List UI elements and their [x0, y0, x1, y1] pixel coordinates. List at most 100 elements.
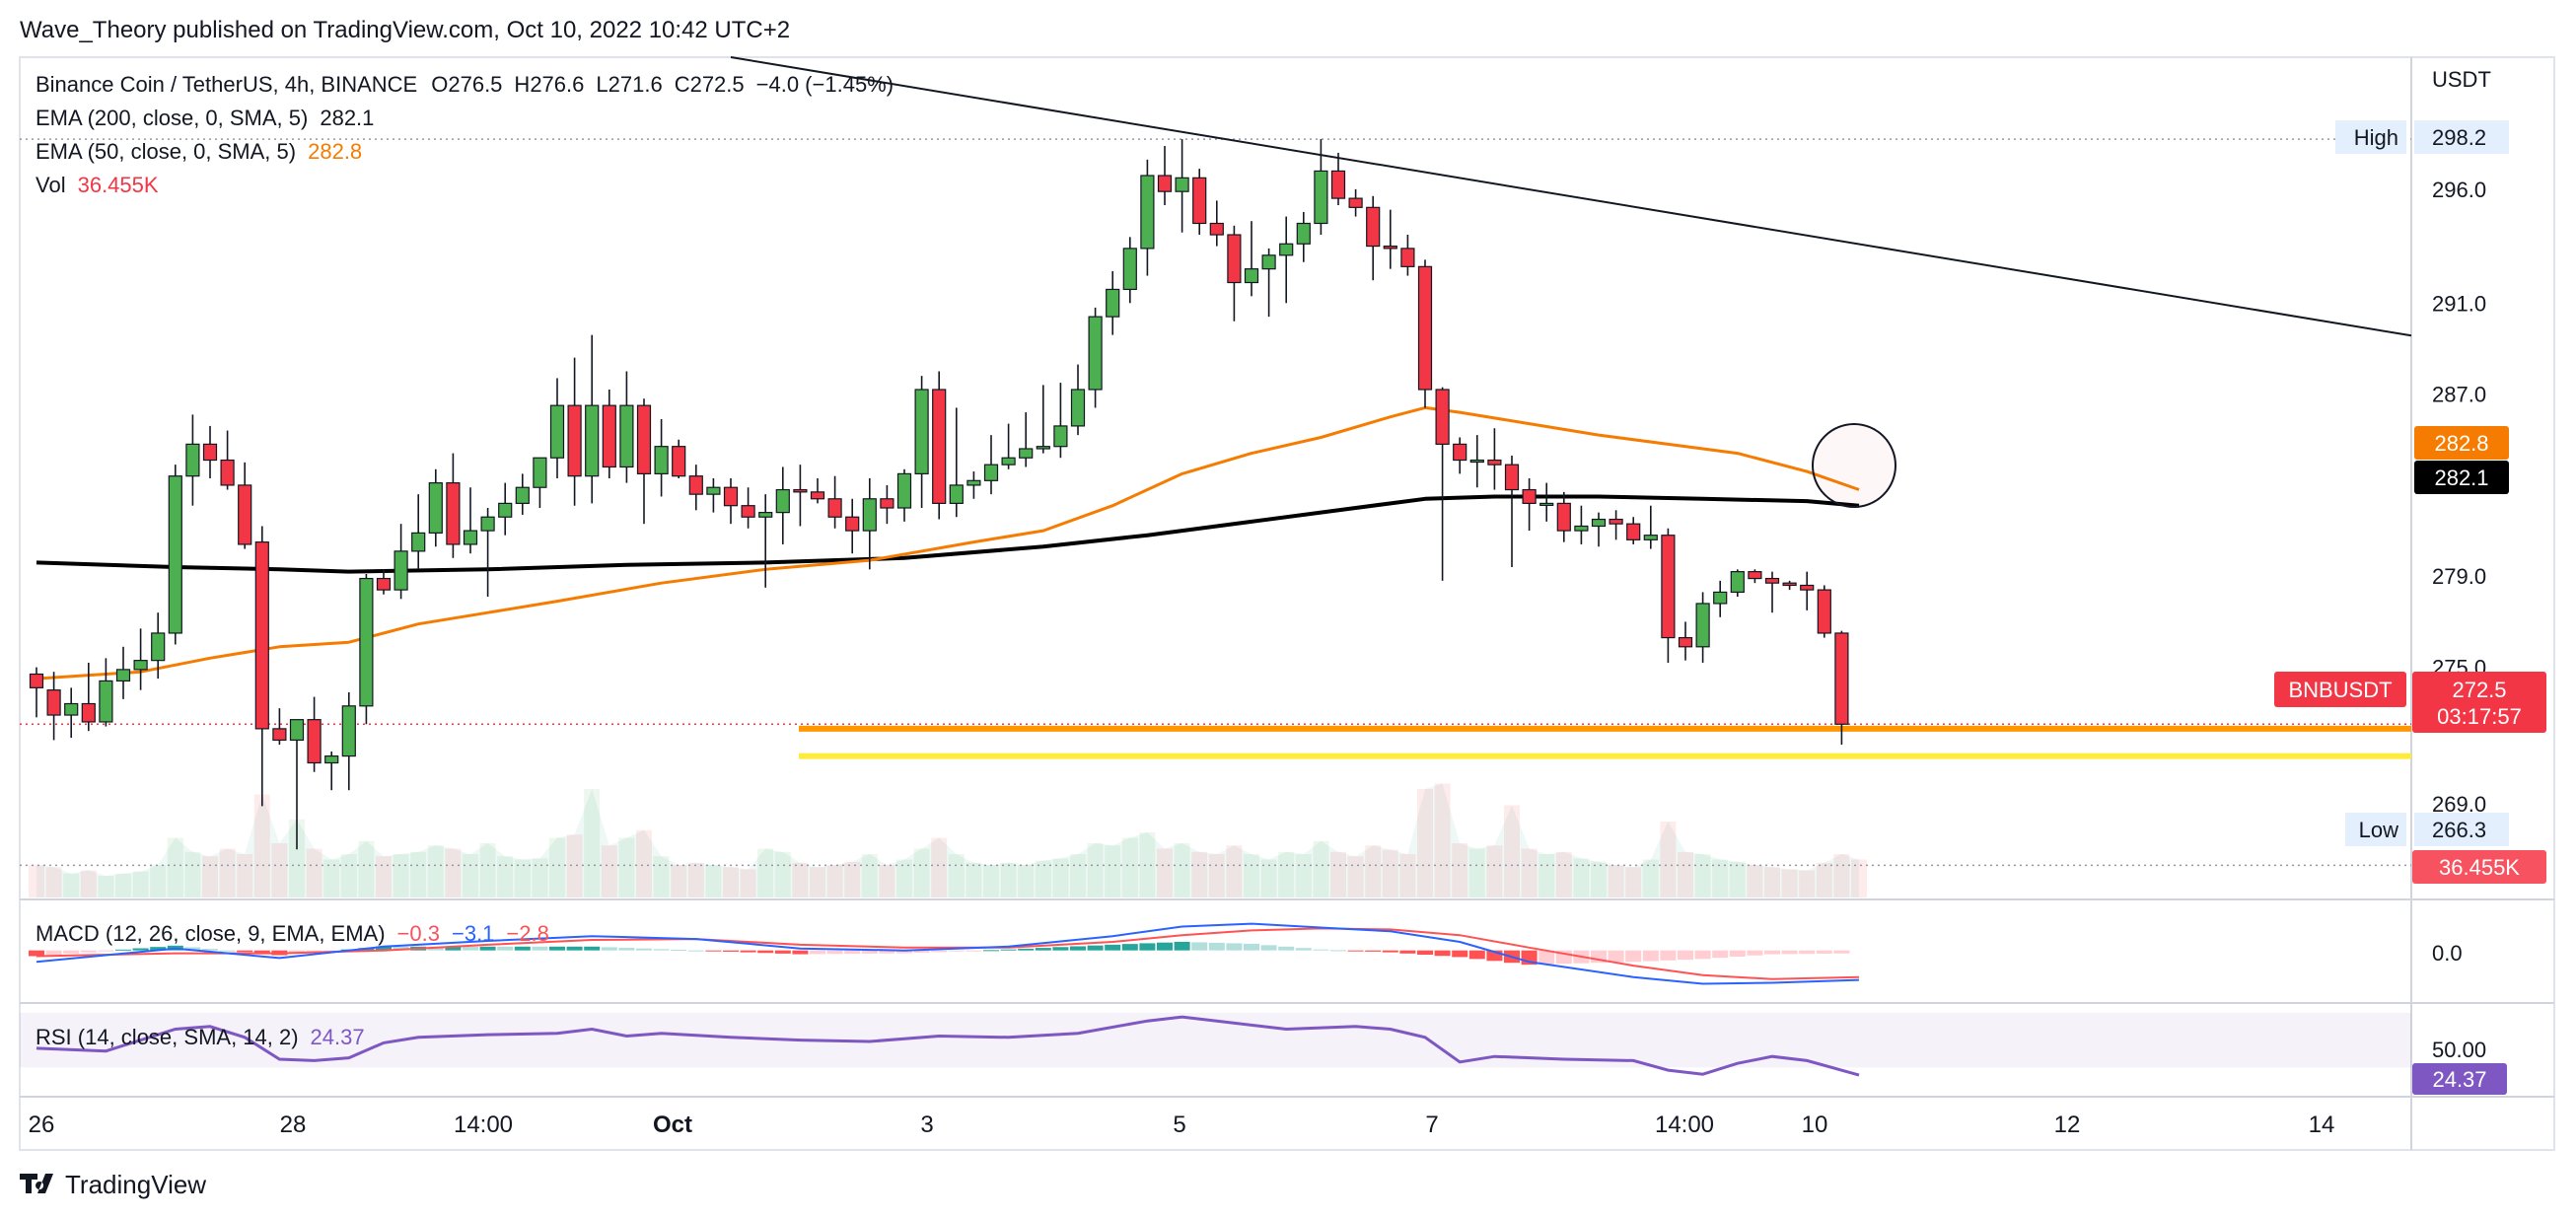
candle-body [1192, 177, 1207, 225]
macd-histogram-bar [618, 948, 635, 951]
volume-bar [1434, 783, 1451, 897]
volume-bar [445, 848, 462, 897]
candle [914, 376, 929, 509]
candle-body [1036, 446, 1050, 450]
macd-histogram-bar [1642, 950, 1659, 962]
candle [1348, 188, 1363, 217]
candle-body [810, 491, 825, 500]
candle [1730, 569, 1745, 598]
macd-histogram-bar [757, 950, 774, 954]
volume-bar [532, 858, 548, 897]
candle [115, 646, 131, 699]
volume-bar [1694, 854, 1711, 897]
candle-body [1469, 459, 1484, 464]
bar-countdown: 03:17:57 [2437, 704, 2522, 729]
volume-bar [1642, 859, 1659, 897]
macd-histogram-bar [549, 946, 565, 951]
volume-bar [723, 867, 739, 897]
candle [636, 398, 652, 525]
volume-bar [826, 865, 843, 897]
candle-body [1244, 268, 1259, 284]
volume-bar [45, 867, 62, 897]
macd-histogram-bar [913, 950, 930, 953]
volume-bar [601, 845, 617, 897]
candle-body [446, 482, 461, 545]
candle [1279, 216, 1294, 304]
macd-histogram-bar [983, 950, 999, 952]
high-value: 298.2 [2432, 125, 2486, 150]
volume-bar [1295, 854, 1312, 897]
candle-body [723, 486, 739, 507]
volume-bar [896, 859, 912, 897]
volume-bar [1833, 854, 1850, 897]
volume-bar [340, 854, 357, 897]
candle [810, 478, 825, 504]
legend-rsi-value: 24.37 [311, 1025, 365, 1049]
symbol-price-label-box [2274, 672, 2406, 707]
legend-macd-signal: −2.8 [506, 921, 548, 946]
candle [672, 439, 686, 478]
candle-body [272, 728, 287, 742]
trendline [730, 56, 2412, 337]
rsi-line [36, 1015, 1860, 1077]
macd-histogram-bar [1244, 943, 1259, 951]
volume-bar [1035, 860, 1051, 897]
last-price-value: 272.5 [2452, 678, 2506, 702]
macd-histogram-bar [1729, 950, 1746, 957]
volume-bar [376, 856, 392, 897]
candle [1053, 383, 1068, 459]
candle-body [983, 464, 999, 481]
time-tick-label: 5 [1173, 1111, 1185, 1138]
macd-histogram-bar [184, 947, 201, 951]
candle [185, 414, 200, 506]
volume-bar [1573, 858, 1590, 897]
candle-body [1800, 584, 1815, 591]
volume-bar [253, 794, 270, 897]
volume-bar [1278, 851, 1295, 897]
volume-bar [323, 859, 340, 897]
volume-bar [983, 865, 999, 897]
volume-bar [63, 873, 80, 897]
candle [1522, 478, 1537, 532]
volume-bar [202, 856, 218, 897]
volume-bar [1729, 861, 1746, 897]
volume-bar [1555, 851, 1572, 897]
rsi-tag-text: 24.37 [2432, 1067, 2486, 1092]
macd-histogram-bar [132, 948, 149, 951]
macd-histogram-bar [1625, 950, 1642, 963]
candle [619, 371, 634, 483]
tradingview-logo[interactable]: TradingView [20, 1170, 206, 1199]
candle-body [1019, 448, 1034, 459]
macd-histogram-bar [1052, 947, 1069, 951]
volume-bar [1105, 845, 1121, 897]
candle-body [1417, 265, 1433, 391]
candle [862, 478, 877, 570]
legend-ema50-value: 282.8 [308, 139, 362, 164]
macd-histogram-bar [1191, 942, 1208, 951]
low-label: Low [2359, 818, 2398, 842]
volume-tag-text: 36.455K [2439, 855, 2520, 880]
candle [827, 475, 842, 529]
macd-histogram-bar [1764, 950, 1780, 955]
volume-bar [479, 843, 496, 897]
volume-bar [29, 865, 44, 897]
macd-histogram-bar [253, 950, 270, 954]
macd-histogram-bar [1018, 948, 1035, 951]
macd-histogram-bar [1608, 950, 1624, 963]
candle-body [896, 472, 912, 509]
macd-histogram-bar [740, 950, 756, 953]
candle-body [1556, 502, 1571, 532]
candle [1296, 211, 1311, 262]
candle [1643, 505, 1658, 549]
time-tick-label: 3 [920, 1111, 933, 1138]
high-label: High [2354, 125, 2398, 150]
candle-body [845, 516, 860, 532]
candle-body [1817, 589, 1831, 634]
volume-bar [219, 848, 236, 897]
macd-histogram-bar [80, 950, 97, 953]
volume-bar [306, 848, 322, 897]
candle [549, 378, 565, 478]
descending-trendline [730, 56, 2412, 337]
candle [567, 357, 582, 506]
